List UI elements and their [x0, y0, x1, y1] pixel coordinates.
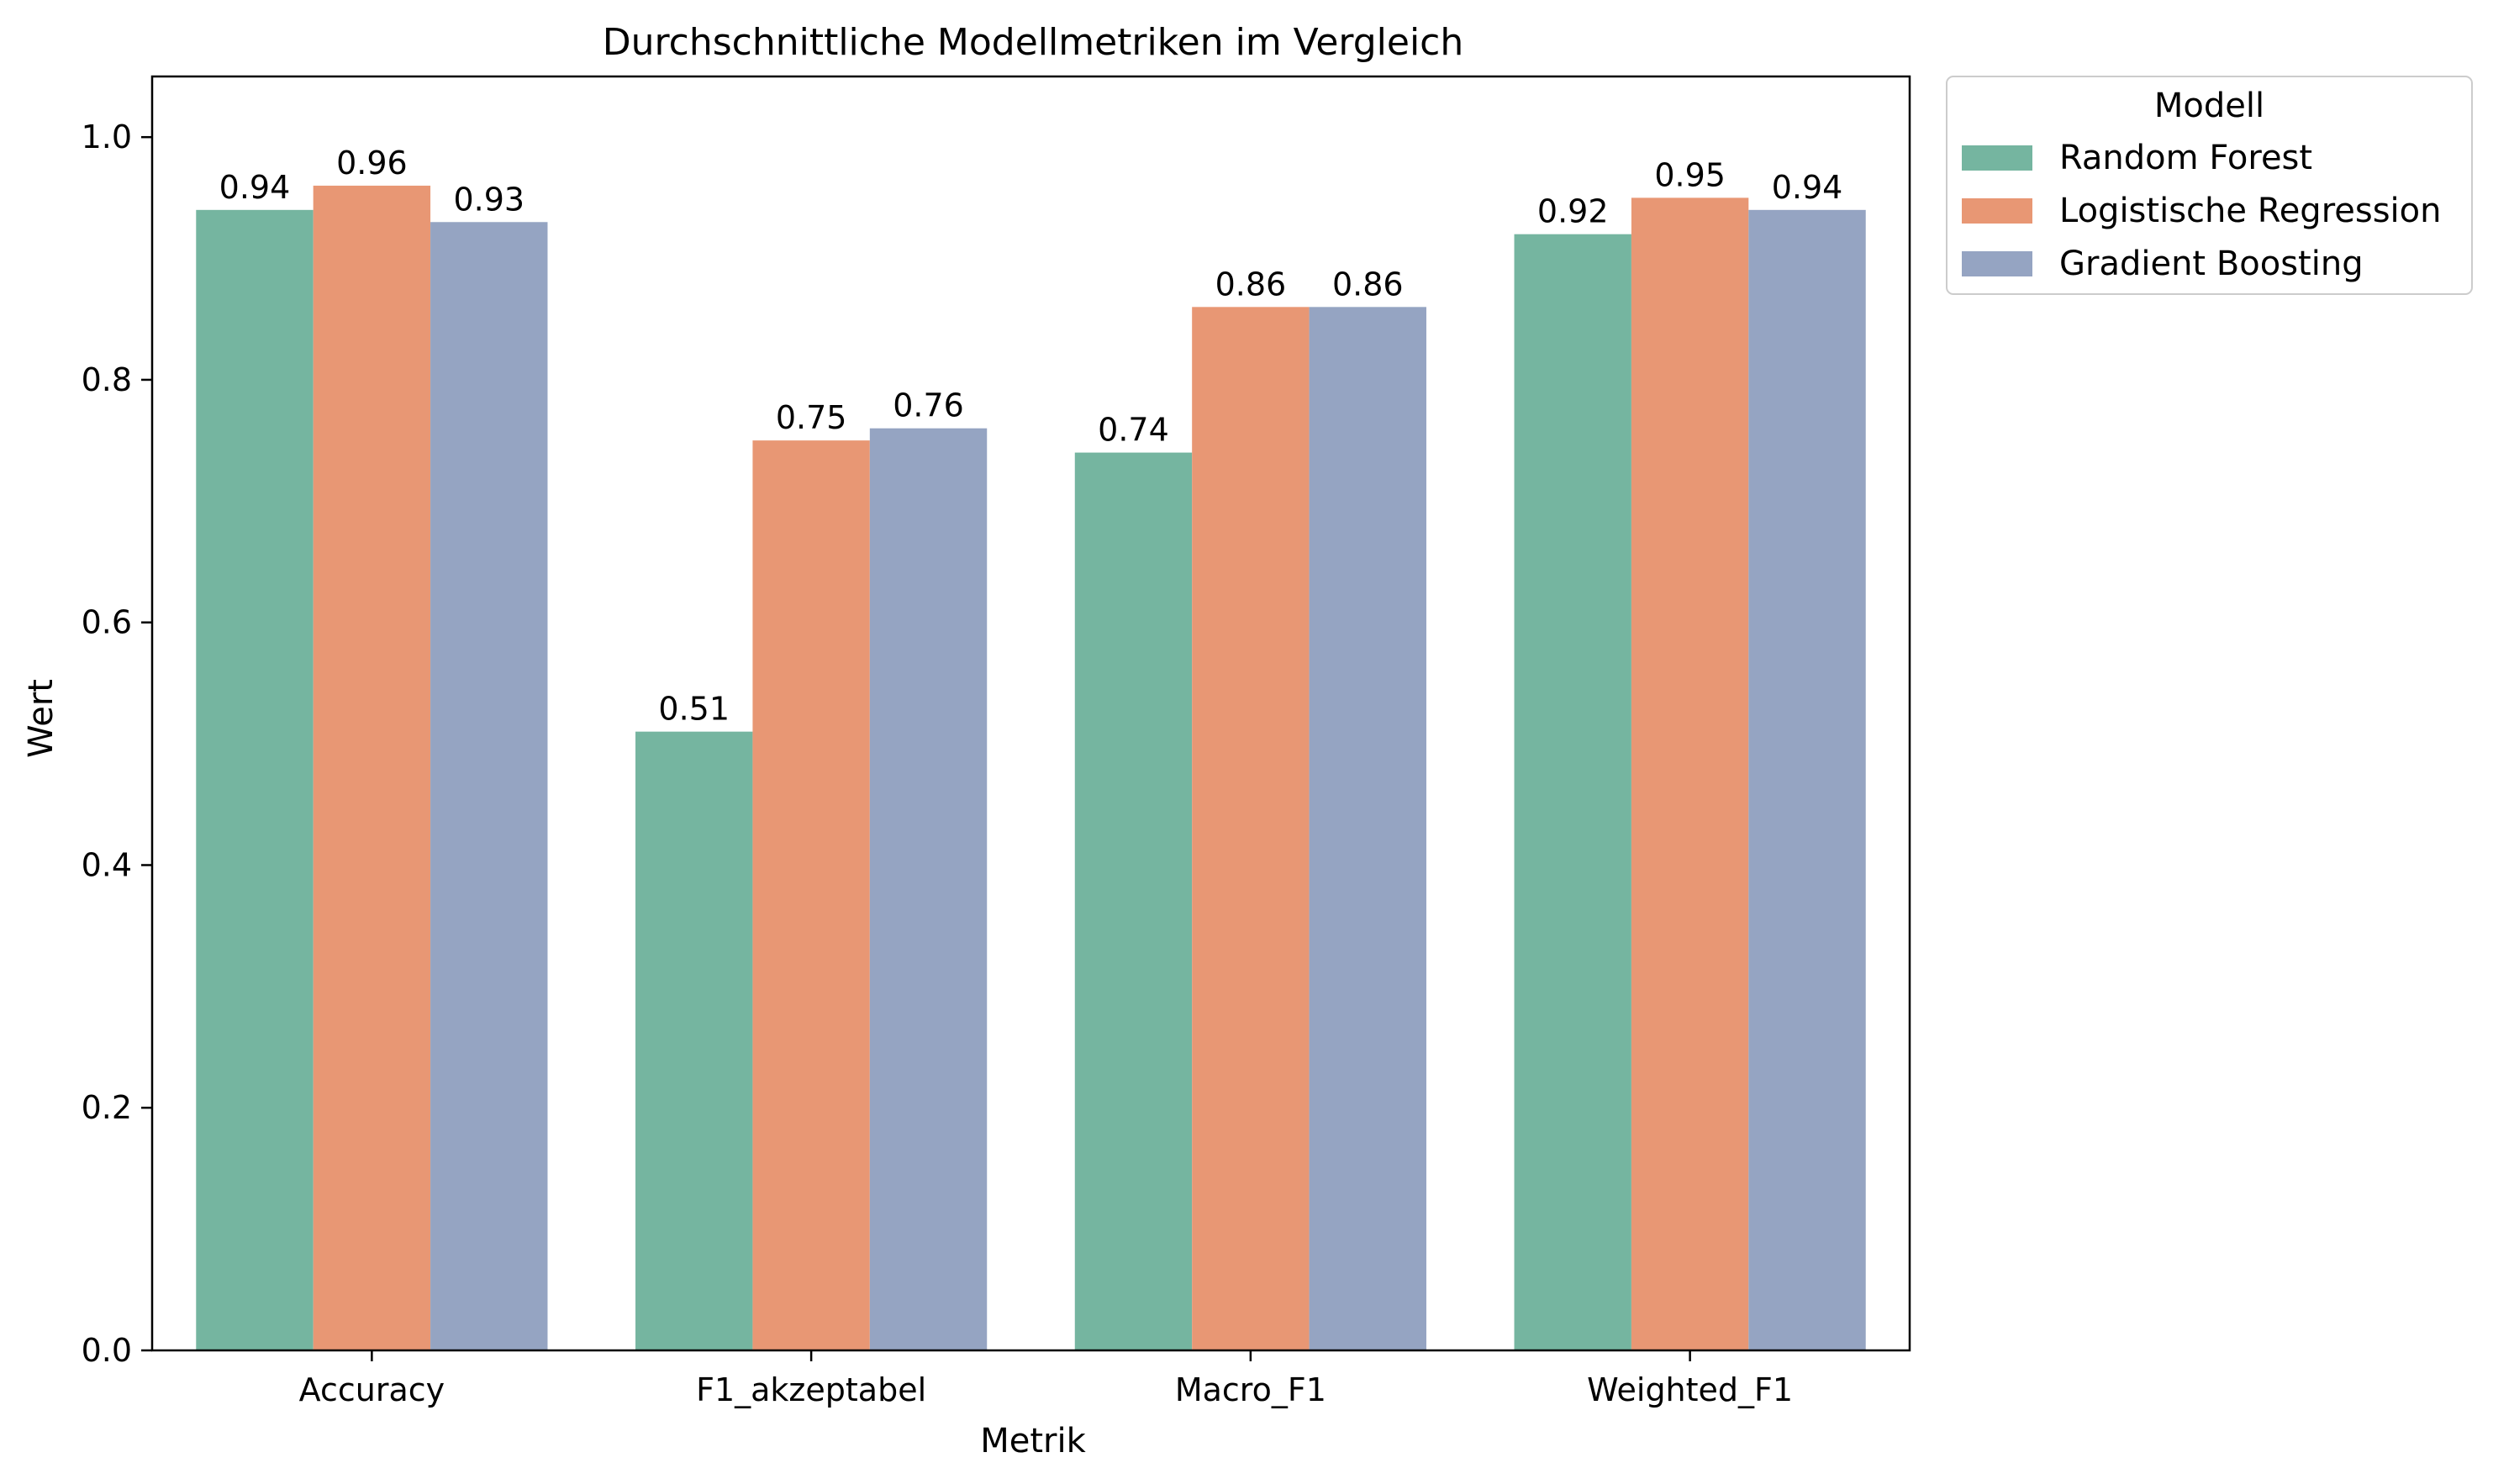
bar-labels-group: 0.94 0.51 0.74 0.92 0.96 0.75 0.86 0.95 0.93 0.76…	[219, 145, 1843, 728]
y-axis-label: Wert	[22, 679, 61, 758]
bars-group	[196, 185, 1866, 1351]
y-tick-label: 0.0	[82, 1332, 132, 1369]
legend-swatch	[1962, 198, 2032, 224]
y-tick-label: 0.2	[82, 1089, 132, 1126]
bar-value-label: 0.93	[453, 181, 524, 218]
bar	[1631, 197, 1749, 1350]
y-tick-label: 0.6	[82, 604, 132, 641]
x-axis-ticks: Accuracy F1_akzeptabel Macro_F1 Weighted_F1	[299, 1350, 1793, 1408]
bar	[1748, 209, 1866, 1350]
bar	[635, 731, 753, 1350]
y-axis-ticks: 0.0 0.2 0.4 0.6 0.8 1.0	[82, 118, 152, 1369]
bar	[752, 440, 870, 1351]
chart-title: Durchschnittliche Modellmetriken im Verg…	[603, 21, 1464, 64]
plot-frame	[150, 75, 1911, 1352]
x-axis-label: Metrik	[980, 1422, 1086, 1460]
y-tick-label: 0.8	[82, 361, 132, 398]
bar-value-label: 0.96	[336, 145, 408, 182]
bar-value-label: 0.76	[893, 387, 964, 424]
bar	[1192, 307, 1310, 1350]
legend-title: Modell	[2154, 87, 2264, 125]
bar	[1514, 234, 1631, 1350]
bar-value-label: 0.75	[776, 399, 847, 436]
x-tick-label: Accuracy	[299, 1371, 445, 1408]
legend-label: Gradient Boosting	[2059, 245, 2364, 283]
bar-value-label: 0.94	[1772, 169, 1843, 206]
bar-value-label: 0.95	[1654, 156, 1726, 193]
x-tick-label: Weighted_F1	[1587, 1371, 1793, 1408]
x-tick-label: F1_akzeptabel	[696, 1371, 926, 1408]
bar	[869, 428, 988, 1350]
bar-value-label: 0.86	[1215, 266, 1287, 303]
bar	[196, 209, 314, 1350]
bar-value-label: 0.74	[1098, 412, 1169, 449]
legend: Modell Random Forest Logistische Regressi…	[1946, 76, 2473, 295]
y-tick-label: 0.4	[82, 846, 132, 883]
x-tick-label: Macro_F1	[1175, 1371, 1326, 1408]
y-tick-label: 1.0	[82, 118, 132, 155]
bar-value-label: 0.86	[1332, 266, 1404, 303]
legend-swatch	[1962, 145, 2032, 171]
bar	[1309, 307, 1426, 1350]
bar	[1074, 452, 1193, 1350]
bar-value-label: 0.94	[219, 169, 291, 206]
bar-value-label: 0.51	[658, 691, 730, 728]
legend-label: Logistische Regression	[2059, 192, 2442, 230]
legend-box	[1946, 76, 2473, 295]
bar	[313, 185, 431, 1350]
legend-items: Random Forest Logistische Regression Gradi…	[1962, 139, 2442, 283]
bar	[430, 222, 548, 1351]
bar-value-label: 0.92	[1537, 193, 1609, 230]
legend-label: Random Forest	[2059, 139, 2312, 177]
legend-swatch	[1962, 251, 2032, 276]
